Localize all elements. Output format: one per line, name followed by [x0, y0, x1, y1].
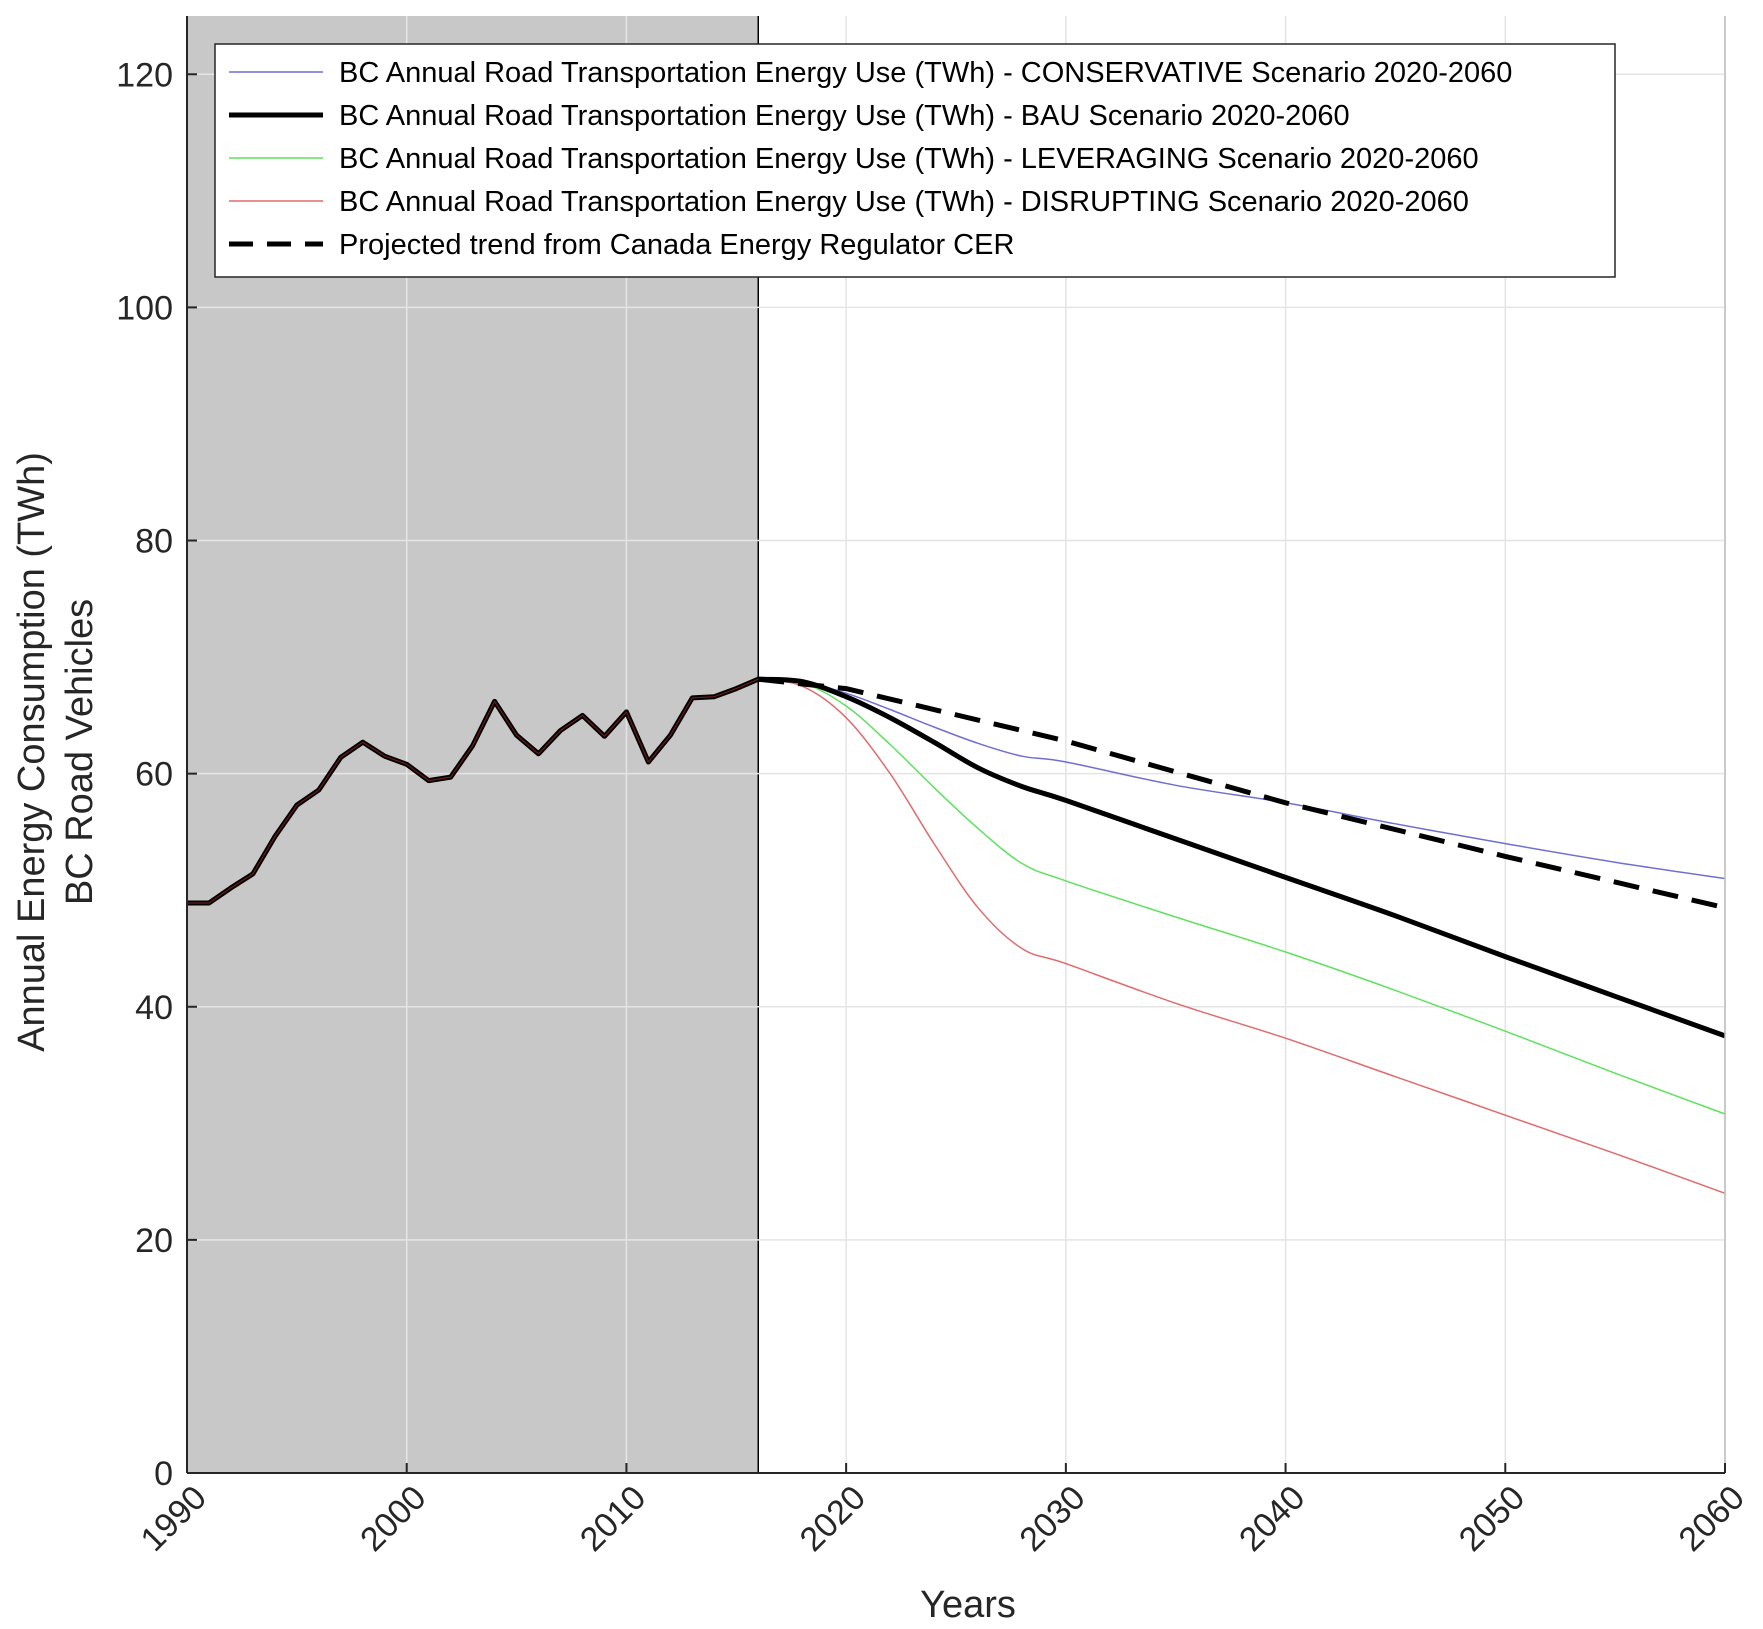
legend-box — [214, 43, 1616, 278]
y-tick-label-40: 40 — [135, 989, 173, 1027]
legend-label-2: BC Annual Road Transportation Energy Use… — [339, 143, 1479, 175]
series-line-0 — [758, 678, 1726, 880]
legend-label-3: BC Annual Road Transportation Energy Use… — [339, 186, 1469, 218]
series-line-4 — [758, 676, 1726, 911]
legend-label-4: Projected trend from Canada Energy Regul… — [339, 229, 1014, 261]
y-tick-label-0: 0 — [154, 1455, 173, 1493]
axes-layer — [186, 16, 1726, 1474]
legend-label-1: BC Annual Road Transportation Energy Use… — [339, 100, 1350, 132]
y-axis-title-line-2: BC Road Vehicles — [59, 599, 101, 905]
y-tick-label-60: 60 — [135, 756, 173, 794]
y-tick-label-120: 120 — [116, 56, 173, 94]
x-axis-title: Years — [920, 1584, 1016, 1626]
legend: BC Annual Road Transportation Energy Use… — [214, 43, 1616, 278]
historical-data-line-overlay — [187, 678, 781, 904]
series-line-1 — [758, 676, 1726, 1039]
y-tick-label-80: 80 — [135, 523, 173, 561]
series-line-3 — [758, 678, 1726, 1195]
y-tick-label-100: 100 — [116, 289, 173, 327]
legend-label-0: BC Annual Road Transportation Energy Use… — [339, 57, 1512, 89]
y-tick-label-20: 20 — [135, 1222, 173, 1260]
series-layer — [187, 676, 1726, 1195]
series-line-2 — [758, 678, 1726, 1115]
y-axis-title-line-1: Annual Energy Consumption (TWh) — [11, 452, 53, 1052]
